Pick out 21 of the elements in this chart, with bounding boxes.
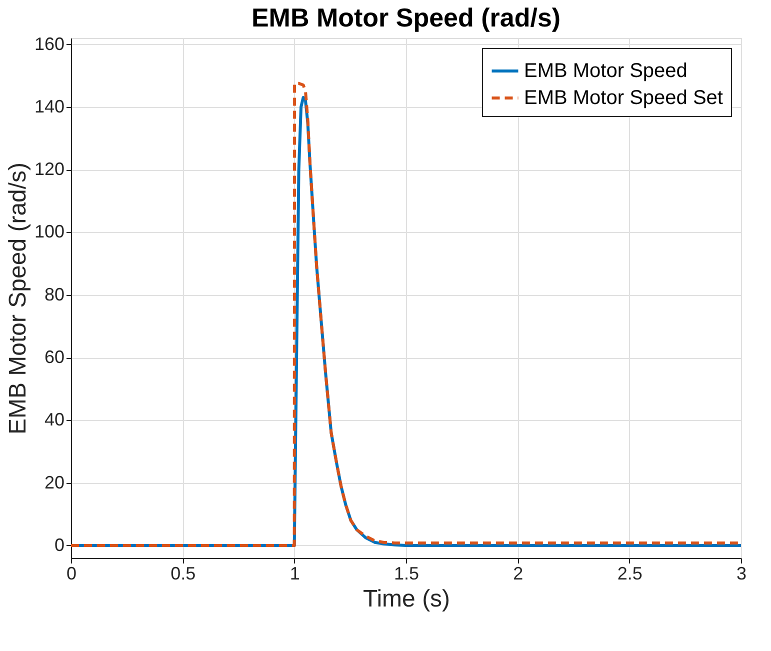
y-tick-label: 40 — [44, 410, 64, 430]
y-tick-label: 160 — [34, 34, 64, 54]
y-tick-label: 120 — [34, 159, 64, 180]
x-axis-title: Time (s) — [362, 586, 450, 612]
x-tick-label: 0 — [66, 564, 77, 584]
x-tick-label: 2.5 — [617, 564, 642, 584]
y-axis-title: EMB Motor Speed (rad/s) — [4, 162, 32, 435]
chart-title: EMB Motor Speed (rad/s) — [251, 2, 561, 32]
x-tick-label: 1 — [290, 564, 300, 584]
y-tick-label: 80 — [44, 284, 64, 304]
x-tick-label: 0.5 — [170, 564, 196, 584]
x-tick-label: 1.5 — [394, 564, 420, 584]
y-tick-label: 100 — [34, 222, 64, 242]
legend-label: EMB Motor Speed — [524, 60, 688, 82]
y-tick-label: 140 — [34, 96, 64, 116]
x-tick-label: 3 — [736, 564, 747, 584]
y-tick-label: 0 — [54, 534, 64, 555]
x-tick-label: 2 — [513, 564, 524, 584]
legend-label: EMB Motor Speed Set — [524, 87, 724, 109]
y-tick-label: 60 — [44, 347, 64, 368]
y-tick-label: 20 — [44, 472, 64, 492]
